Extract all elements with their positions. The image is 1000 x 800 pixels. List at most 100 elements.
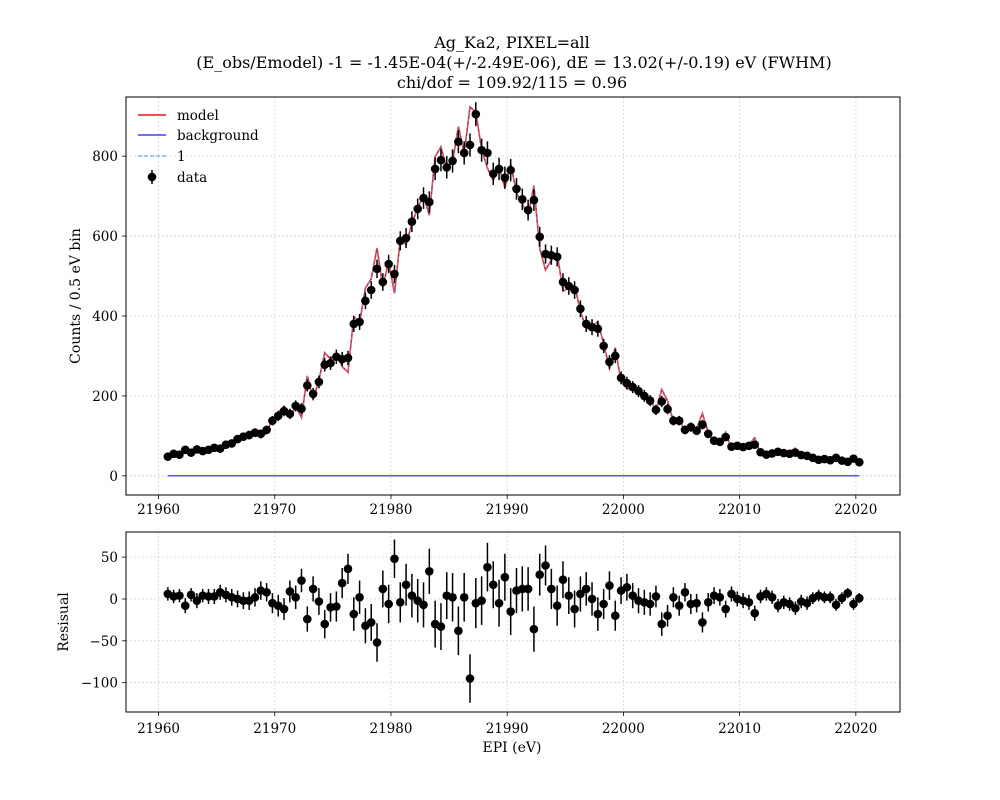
residual-point [855, 593, 864, 604]
data-marker [401, 233, 411, 243]
residual-point [698, 612, 707, 633]
data-marker [651, 405, 661, 415]
residual-point [465, 654, 475, 703]
residual-point [186, 588, 196, 602]
data-marker [750, 440, 760, 449]
residual-marker [529, 624, 539, 634]
data-marker [384, 259, 393, 269]
residual-point [500, 553, 510, 601]
data-point [674, 415, 684, 426]
residual-axes-frame [125, 531, 901, 713]
residual-point [494, 579, 504, 627]
residual-marker [250, 593, 260, 602]
residual-marker [483, 562, 492, 572]
residual-marker [692, 598, 701, 608]
data-point [599, 338, 608, 354]
data-marker [372, 264, 382, 274]
data-point [494, 157, 504, 181]
spectrum-y-tick-label: 0 [109, 469, 118, 485]
residual-point [407, 573, 417, 618]
spectrum-y-axis-label: Counts / 0.5 eV bin [68, 228, 84, 364]
residual-point [593, 597, 603, 631]
residual-marker [645, 599, 655, 609]
data-point [268, 415, 277, 426]
residual-marker [494, 598, 504, 608]
data-marker [529, 195, 539, 205]
residual-point [610, 600, 620, 631]
residual-point [477, 576, 486, 625]
data-marker [576, 304, 585, 314]
data-marker [506, 165, 515, 175]
data-point [465, 133, 475, 157]
residual-marker [425, 567, 434, 576]
spectrum-y-tick-label: 600 [92, 229, 118, 245]
residual-point [372, 623, 382, 662]
data-point [523, 199, 533, 221]
residual-x-tick-label: 21970 [253, 721, 296, 737]
residual-point [558, 561, 568, 599]
data-point [750, 440, 760, 449]
data-marker [663, 404, 672, 414]
data-point [703, 429, 713, 439]
data-point [605, 355, 614, 369]
data-marker [610, 351, 620, 361]
data-marker [465, 140, 475, 150]
data-marker [413, 204, 423, 214]
legend-data-label: data [177, 170, 207, 186]
residual-marker [459, 593, 469, 602]
residual-x-tick-label: 21990 [486, 721, 529, 737]
residual-point [488, 561, 498, 609]
data-marker [855, 457, 864, 467]
residual-point [355, 580, 364, 615]
residual-marker [703, 598, 713, 607]
residual-marker [436, 622, 446, 631]
residual-marker [552, 601, 562, 610]
residual-y-tick-label: 0 [109, 592, 118, 608]
chart-title-line-2: (E_obs/Emodel) -1 = -1.45E-04(+/-2.49E-0… [196, 53, 831, 72]
data-marker [361, 296, 370, 306]
data-point [570, 281, 579, 299]
data-point [459, 141, 469, 165]
residual-point [715, 588, 725, 606]
residual-point [802, 596, 812, 610]
data-marker [599, 341, 608, 351]
data-marker [605, 357, 614, 367]
residual-marker [302, 614, 312, 624]
data-marker [593, 324, 603, 334]
data-marker [436, 155, 446, 165]
spectrum-x-tick-label: 21970 [253, 502, 296, 518]
legend-model-label: model [177, 108, 219, 124]
data-point [593, 320, 603, 337]
residual-marker [837, 593, 847, 603]
residual-marker [674, 601, 684, 610]
residual-marker [372, 638, 382, 647]
spectrum-axes-frame [125, 96, 901, 496]
residual-point [314, 588, 324, 615]
residual-marker [500, 572, 510, 582]
data-marker [674, 416, 684, 425]
residual-point [413, 578, 423, 623]
data-marker [390, 269, 399, 279]
spectrum-y-tick-label: 200 [92, 389, 118, 405]
residual-marker [314, 597, 324, 606]
data-marker [535, 232, 545, 242]
data-point [442, 156, 452, 179]
residual-marker [332, 602, 341, 611]
residual-marker [343, 564, 353, 574]
residual-marker [523, 584, 533, 594]
residual-point [692, 593, 701, 613]
residual-point [628, 583, 638, 609]
data-marker [488, 169, 498, 179]
data-marker [715, 437, 725, 447]
spectrum-x-tick-label: 21990 [486, 502, 529, 518]
data-point [425, 191, 434, 213]
residual-y-tick-label: −50 [90, 634, 119, 650]
data-point [645, 395, 655, 407]
residual-point [750, 605, 760, 621]
data-point [302, 379, 312, 392]
spectrum-x-tick-label: 22020 [834, 502, 877, 518]
residual-marker [395, 598, 405, 607]
residual-marker [262, 587, 271, 597]
residual-point [727, 586, 736, 602]
